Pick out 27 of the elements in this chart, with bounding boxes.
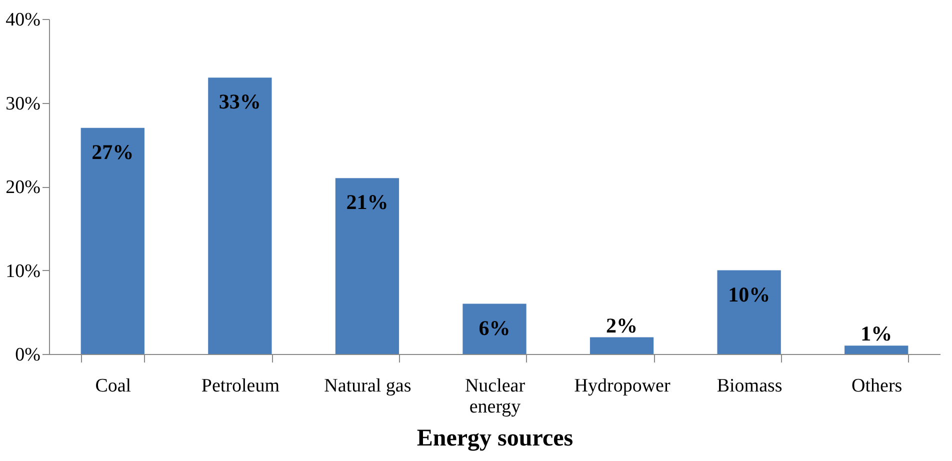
y-tick-label: 20% [6, 177, 41, 198]
bar [80, 128, 144, 354]
x-tick-label: Hydropower [574, 376, 671, 396]
data-label: 27% [92, 140, 134, 164]
bar [335, 178, 400, 354]
x-tick-label: Petroleum [201, 376, 280, 396]
bar [844, 346, 908, 354]
x-tick-label: Coal [95, 376, 132, 396]
y-tick-label: 30% [6, 93, 41, 114]
x-tick-label: Others [852, 376, 902, 396]
data-label: 10% [728, 282, 770, 306]
x-tick-label: Biomass [716, 376, 782, 396]
x-tick-label: Nuclear energy [464, 376, 526, 418]
bar [208, 78, 272, 354]
data-label: 2% [606, 313, 638, 338]
y-tick-label: 0% [15, 344, 41, 366]
data-label: 33% [218, 90, 261, 114]
data-label: 21% [346, 190, 388, 214]
data-label: 1% [860, 322, 892, 346]
bar [590, 337, 654, 354]
y-tick-label: 10% [6, 260, 41, 282]
y-tick-label: 40% [6, 10, 41, 30]
x-axis-title: Energy sources [416, 426, 574, 452]
data-label: 6% [478, 316, 510, 340]
bar [717, 270, 781, 354]
x-tick-label: Natural gas [324, 376, 412, 396]
bar [462, 304, 526, 354]
